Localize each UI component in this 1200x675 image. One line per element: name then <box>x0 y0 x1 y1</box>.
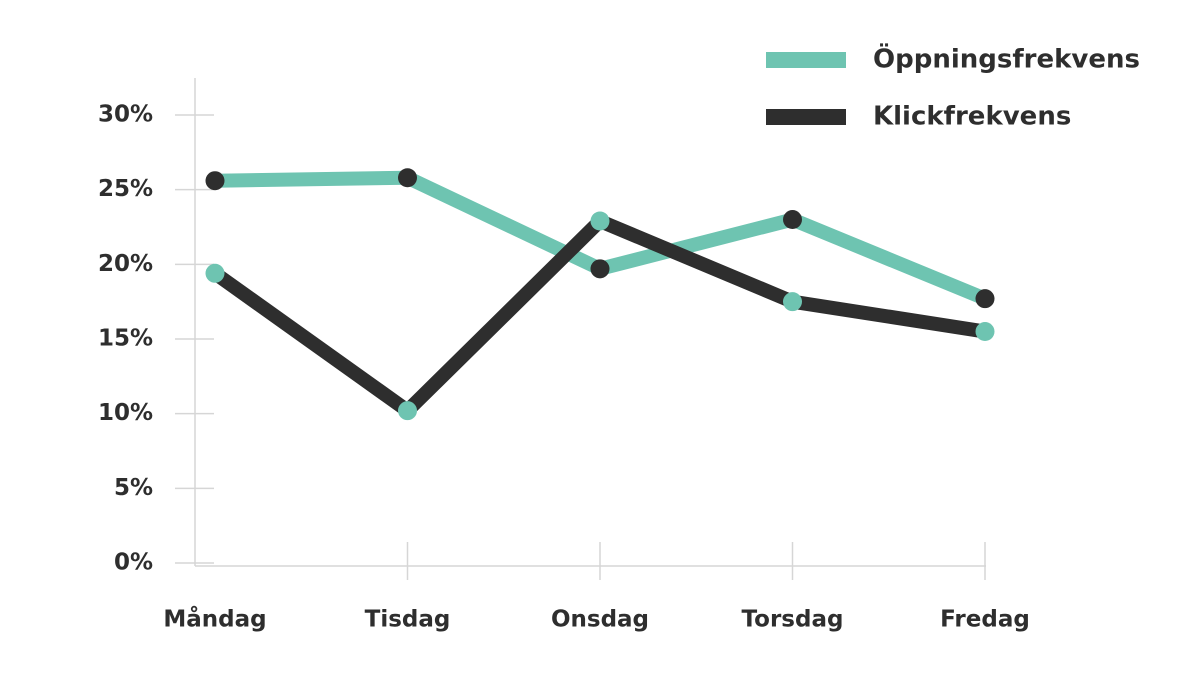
legend-label: Klickfrekvens <box>873 102 1071 132</box>
y-tick-label: 25% <box>98 176 153 202</box>
y-tick-label: 15% <box>98 326 153 352</box>
point <box>783 292 802 312</box>
series-line <box>214 170 988 306</box>
point <box>783 210 802 230</box>
y-tick-label: 5% <box>114 475 153 501</box>
point <box>590 259 610 279</box>
x-tick-label: Tisdag <box>365 607 451 633</box>
x-tick-label: Fredag <box>940 607 1030 633</box>
point <box>205 171 225 191</box>
point <box>205 263 225 283</box>
point <box>398 401 417 421</box>
y-tick-label: 10% <box>98 400 153 426</box>
legend-label: Öppningsfrekvens <box>873 42 1140 75</box>
point <box>975 322 995 342</box>
point <box>398 168 417 188</box>
point <box>590 211 610 231</box>
y-tick-label: 30% <box>98 102 153 128</box>
y-tick-label: 20% <box>98 251 153 277</box>
x-tick-label: Torsdag <box>742 607 844 633</box>
x-tick-label: Onsdag <box>551 607 649 633</box>
x-tick-label: Måndag <box>163 606 266 633</box>
point <box>975 289 995 309</box>
y-tick-label: 0% <box>114 550 153 576</box>
